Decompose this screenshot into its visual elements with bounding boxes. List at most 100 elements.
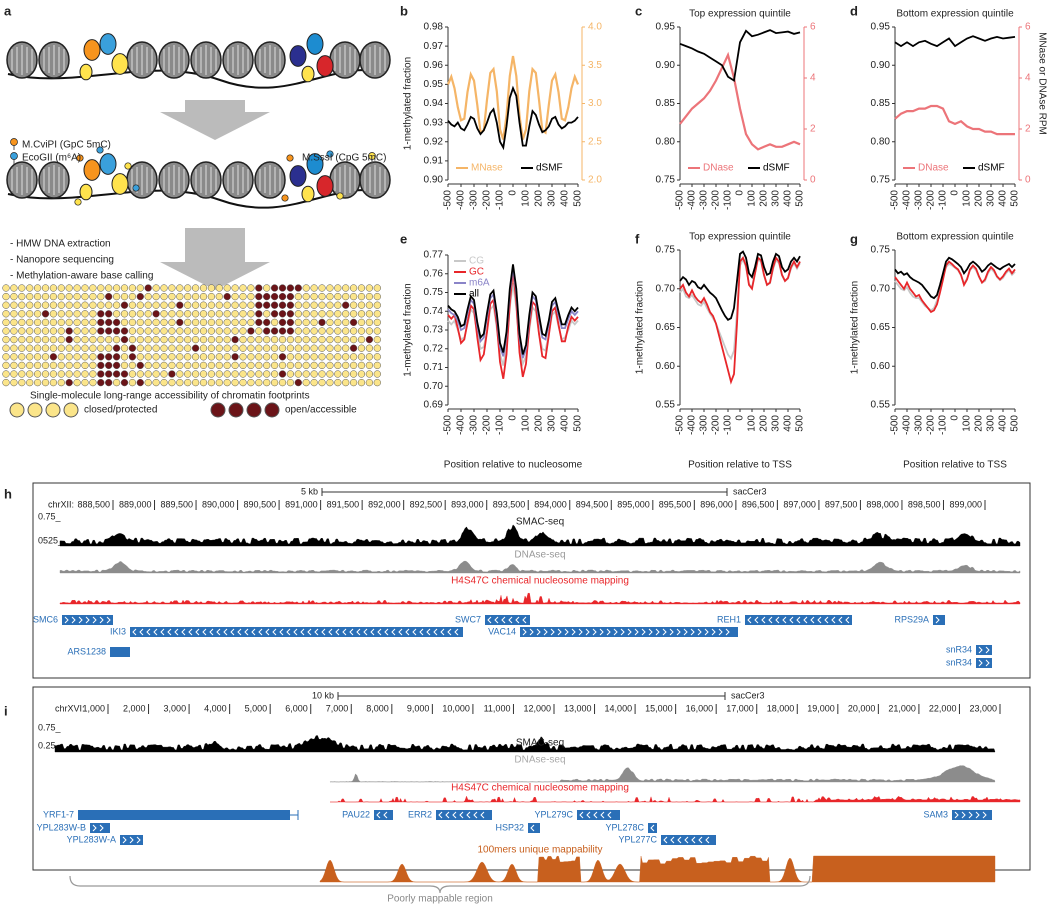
read-dot: [89, 378, 97, 387]
transcription-factor: [306, 153, 324, 175]
y-tick-label: 0.76: [424, 268, 444, 279]
read-dot: [231, 310, 239, 318]
read-dot: [263, 327, 271, 335]
coord-label: 23,000: [969, 703, 997, 713]
y2-tick-label: 2.5: [588, 136, 602, 147]
read-dot: [65, 335, 73, 344]
y-tick-label: 0.93: [424, 117, 444, 128]
x-tick-label: 200: [534, 415, 545, 432]
read-dot: [97, 353, 105, 361]
y-tick-label: 0.85: [871, 98, 891, 109]
read-dot: [365, 361, 374, 370]
read-dot: [41, 301, 50, 309]
read-dot: [318, 310, 326, 318]
x-tick-label: -500: [675, 190, 686, 210]
strand-chevron: [579, 811, 584, 819]
strand-chevron: [705, 836, 710, 844]
gene: [661, 835, 716, 845]
read-dot: [2, 361, 10, 370]
read-dot: [144, 310, 152, 318]
coord-label: 19,000: [807, 703, 835, 713]
read-dot: [263, 344, 271, 352]
read-dot: [365, 370, 374, 378]
read-dot: [294, 318, 302, 327]
read-dot: [263, 310, 271, 318]
strand-chevron: [543, 628, 548, 636]
read-dot: [310, 310, 318, 318]
x-tick-label: -100: [723, 190, 734, 210]
strand-chevron: [677, 836, 682, 844]
read-dot: [302, 370, 310, 378]
read-dot: [41, 378, 50, 387]
read-dot: [160, 301, 168, 309]
read-dot: [112, 327, 121, 335]
read-dot: [184, 310, 192, 318]
gene: [648, 823, 657, 833]
strand-chevron: [761, 616, 766, 624]
series-line: [894, 262, 1016, 312]
read-dot: [255, 344, 263, 352]
chrom-label: chrXVI:: [55, 703, 85, 713]
read-dot: [97, 378, 105, 387]
series-line: [894, 256, 1016, 300]
read-dot: [270, 344, 279, 352]
enzyme-label: M.CviPI (GpC 5mC): [22, 140, 111, 151]
coord-label: 13,000: [564, 703, 592, 713]
read-dot: [263, 335, 271, 344]
read-dot: [357, 284, 366, 292]
read-dot: [57, 344, 65, 352]
read-dot: [2, 344, 10, 352]
track-label: H4S47C chemical nucleosome mapping: [451, 783, 629, 794]
coord-label: 895,000: [617, 499, 650, 509]
strand-chevron: [975, 811, 980, 819]
track-signal: [59, 560, 1021, 574]
read-dot: [33, 361, 42, 370]
read-dot: [2, 284, 10, 292]
read-dot: [334, 344, 342, 352]
legend-dot: [27, 402, 43, 418]
read-dot: [373, 335, 381, 344]
transcription-factor: [111, 53, 129, 75]
x-tick-label: 100: [747, 415, 758, 432]
strand-chevron: [473, 811, 478, 819]
strand-chevron: [459, 811, 464, 819]
read-dot: [231, 284, 239, 292]
read-dot: [231, 335, 239, 344]
read-dot: [247, 284, 255, 292]
series-line: [894, 260, 1016, 314]
legend-label: CG: [469, 256, 484, 267]
read-dot: [184, 370, 192, 378]
read-dot: [326, 353, 334, 361]
read-dot: [152, 318, 160, 327]
read-dot: [310, 318, 318, 327]
read-dot: [357, 353, 366, 361]
read-dot: [223, 301, 231, 309]
read-dot: [247, 335, 255, 344]
coord-label: 5,000: [245, 703, 268, 713]
read-dot: [278, 284, 287, 292]
assembly-label: sacCer3: [731, 690, 765, 700]
x-tick-label: -300: [699, 190, 710, 210]
read-dot: [144, 292, 152, 301]
strand-chevron: [564, 628, 569, 636]
strand-chevron: [452, 811, 457, 819]
read-dot: [270, 361, 279, 370]
y-tick-label: 0.60: [871, 361, 891, 372]
strand-chevron: [529, 628, 534, 636]
strand-chevron: [106, 616, 111, 624]
gene: [90, 823, 110, 833]
read-dot: [365, 335, 374, 344]
strand-chevron: [968, 811, 973, 819]
read-dot: [223, 292, 231, 301]
read-dot: [326, 310, 334, 318]
read-dot: [120, 335, 129, 344]
read-dot: [89, 284, 97, 292]
x-tick-label: -100: [495, 190, 506, 210]
coord-label: 897,500: [825, 499, 858, 509]
read-dot: [294, 335, 302, 344]
read-dot: [10, 370, 18, 378]
read-dot: [326, 378, 334, 387]
read-dot: [105, 327, 113, 335]
legend-label: closed/protected: [84, 405, 157, 416]
transcription-factor: [79, 183, 93, 201]
